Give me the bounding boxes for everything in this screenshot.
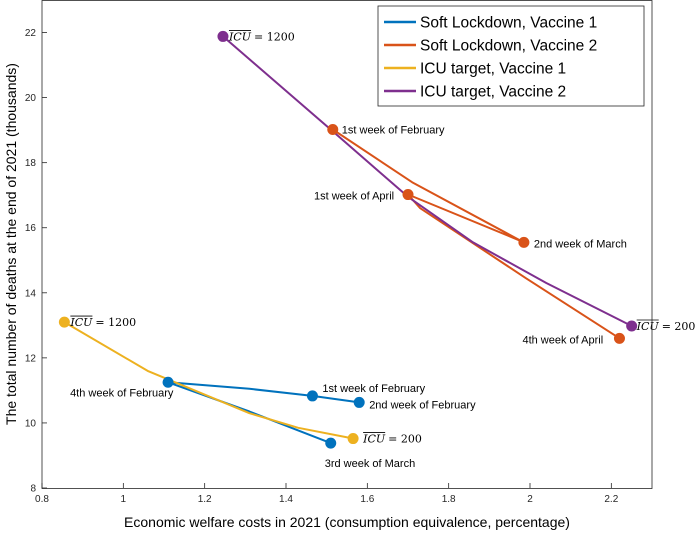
y-tick-label: 8	[30, 484, 36, 495]
data-point-soft-lockdown-vaccine-2	[613, 332, 625, 344]
data-point-icu-target-vaccine-1	[347, 433, 359, 445]
series-line-icu-target-vaccine-1	[63, 321, 355, 440]
legend-entry: ICU target, Vaccine 2	[420, 84, 566, 101]
y-tick-label: 16	[25, 223, 37, 234]
point-annotation: 4th week of February	[70, 387, 174, 399]
legend-entry: Soft Lockdown, Vaccine 2	[420, 38, 597, 55]
icu-value: = 1200	[95, 316, 136, 329]
point-annotation: 1st week of April	[314, 191, 394, 203]
point-annotation: 1st week of February	[342, 124, 445, 136]
icu-value: = 200	[388, 433, 422, 446]
y-tick-label: 12	[25, 353, 37, 364]
icu-target-annotation: ICU = 1200	[69, 315, 136, 329]
icu-value: = 1200	[254, 30, 295, 43]
data-point-icu-target-vaccine-2	[217, 30, 229, 42]
x-tick-label: 2	[527, 494, 533, 505]
legend-entry: ICU target, Vaccine 1	[420, 61, 566, 78]
y-tick-label: 20	[25, 93, 37, 104]
x-axis-label: Economic welfare costs in 2021 (consumpt…	[124, 514, 570, 530]
point-annotation: 4th week of April	[522, 334, 603, 346]
data-point-soft-lockdown-vaccine-1	[306, 390, 318, 402]
legend-box	[377, 5, 645, 107]
icu-target-annotation: ICU = 200	[636, 319, 696, 333]
x-tick-label: 2.2	[604, 494, 618, 505]
plot-frame	[41, 0, 653, 489]
data-point-soft-lockdown-vaccine-2	[327, 123, 339, 135]
data-point-soft-lockdown-vaccine-1	[353, 396, 365, 408]
x-tick-label: 1.8	[442, 494, 456, 505]
icu-target-annotation: ICU = 1200	[228, 30, 295, 43]
data-point-soft-lockdown-vaccine-1	[162, 376, 174, 388]
icu-value: = 200	[662, 320, 696, 333]
series-line-icu-target-vaccine-2	[222, 35, 633, 327]
y-tick-label: 10	[25, 418, 37, 429]
series-line-soft-lockdown-vaccine-2	[331, 128, 621, 340]
data-point-soft-lockdown-vaccine-2	[518, 236, 530, 248]
legend: Soft Lockdown, Vaccine 1 Soft Lockdown, V…	[377, 5, 645, 107]
icu-symbol: ICU	[362, 433, 386, 446]
icu-symbol: ICU	[228, 30, 252, 43]
data-point-icu-target-vaccine-1	[58, 316, 70, 328]
data-point-soft-lockdown-vaccine-2	[402, 189, 414, 201]
point-annotation: 1st week of February	[322, 383, 425, 395]
y-axis-label: The total number of deaths at the end of…	[3, 63, 19, 425]
y-tick-label: 22	[25, 28, 37, 39]
y-tick-label: 18	[25, 158, 37, 169]
x-tick-label: 1.6	[360, 494, 374, 505]
x-tick-label: 1	[121, 494, 127, 505]
data-point-icu-target-vaccine-2	[626, 320, 638, 332]
y-tick-label: 14	[25, 288, 37, 299]
point-annotation: 3rd week of March	[325, 458, 415, 470]
legend-entry: Soft Lockdown, Vaccine 1	[420, 15, 597, 32]
icu-target-annotation: ICU = 200	[362, 432, 422, 446]
point-annotation: 2nd week of March	[534, 238, 627, 250]
point-annotation: 2nd week of February	[369, 399, 476, 411]
x-tick-label: 1.4	[279, 494, 293, 505]
icu-symbol: ICU	[636, 320, 660, 333]
x-tick-label: 1.2	[198, 494, 212, 505]
data-point-soft-lockdown-vaccine-1	[325, 437, 337, 449]
icu-symbol: ICU	[69, 316, 93, 329]
x-tick-label: 0.8	[35, 494, 49, 505]
